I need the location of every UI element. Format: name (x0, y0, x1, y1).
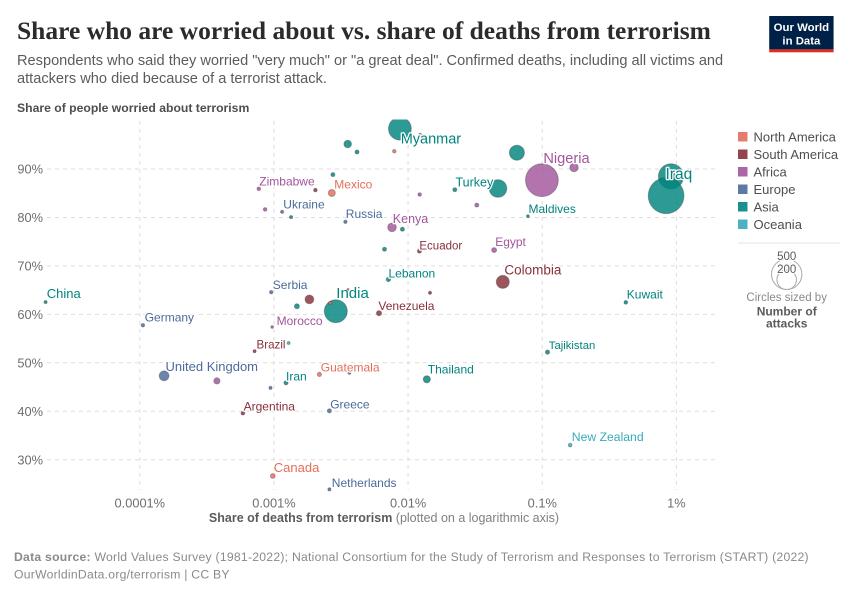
svg-text:Share who are worried about vs: Share who are worried about vs. share of… (17, 16, 711, 45)
svg-text:Number of: Number of (757, 305, 818, 319)
svg-text:Nigeria: Nigeria (543, 151, 590, 167)
svg-text:United Kingdom: United Kingdom (166, 359, 259, 374)
svg-text:Egypt: Egypt (495, 235, 526, 249)
svg-text:Our World: Our World (774, 22, 830, 34)
svg-text:Canada: Canada (274, 460, 320, 475)
svg-text:Iraq: Iraq (666, 166, 693, 183)
svg-text:Ecuador: Ecuador (419, 240, 462, 252)
svg-text:OurWorldinData.org/terrorism |: OurWorldinData.org/terrorism | CC BY (14, 568, 230, 582)
svg-text:Respondents who said they worr: Respondents who said they worried "very … (17, 53, 723, 69)
svg-text:Russia: Russia (346, 207, 383, 221)
svg-text:Iran: Iran (286, 370, 307, 384)
svg-text:Share of people worried about: Share of people worried about terrorism (17, 101, 249, 115)
svg-text:China: China (47, 286, 82, 301)
svg-text:attacks: attacks (766, 317, 808, 331)
svg-text:500: 500 (777, 251, 796, 263)
svg-text:Germany: Germany (145, 311, 194, 325)
svg-text:Tajikistan: Tajikistan (549, 340, 595, 352)
svg-text:Maldives: Maldives (529, 202, 576, 216)
svg-text:Argentina: Argentina (244, 400, 296, 414)
svg-text:50%: 50% (17, 355, 43, 370)
svg-text:New Zealand: New Zealand (572, 430, 644, 444)
svg-text:Greece: Greece (330, 398, 370, 412)
svg-text:Turkey: Turkey (456, 176, 494, 190)
svg-text:Africa: Africa (754, 165, 788, 180)
svg-text:India: India (336, 285, 369, 302)
svg-text:80%: 80% (17, 210, 43, 225)
svg-text:90%: 90% (17, 162, 43, 177)
svg-text:Kenya: Kenya (393, 212, 428, 226)
svg-text:Europe: Europe (754, 182, 796, 197)
svg-text:Kuwait: Kuwait (627, 288, 664, 302)
svg-text:Circles sized by: Circles sized by (746, 292, 827, 304)
svg-text:in Data: in Data (782, 35, 821, 47)
svg-text:Asia: Asia (754, 200, 780, 215)
svg-text:North America: North America (754, 130, 837, 145)
svg-text:Colombia: Colombia (504, 262, 562, 277)
svg-text:Ukraine: Ukraine (283, 198, 325, 212)
svg-text:Venezuela: Venezuela (378, 299, 434, 313)
svg-text:200: 200 (777, 264, 796, 276)
svg-text:South America: South America (754, 147, 839, 162)
svg-text:0.001%: 0.001% (252, 495, 295, 510)
svg-text:Morocco: Morocco (277, 314, 323, 328)
svg-text:60%: 60% (17, 307, 43, 322)
svg-text:Lebanon: Lebanon (389, 267, 436, 281)
svg-text:Mexico: Mexico (334, 178, 372, 192)
svg-text:Myanmar: Myanmar (401, 132, 462, 148)
svg-text:1%: 1% (667, 495, 686, 510)
svg-text:Netherlands: Netherlands (332, 476, 397, 490)
svg-text:Data source: World Values Surv: Data source: World Values Survey (1981-2… (14, 550, 809, 564)
svg-text:Oceania: Oceania (754, 217, 803, 232)
svg-text:Share of deaths from terrorism: Share of deaths from terrorism (plotted … (209, 511, 559, 525)
svg-text:Zimbabwe: Zimbabwe (259, 175, 315, 189)
svg-text:Serbia: Serbia (273, 278, 308, 292)
svg-text:0.01%: 0.01% (390, 495, 426, 510)
svg-text:0.0001%: 0.0001% (115, 495, 166, 510)
svg-text:30%: 30% (17, 452, 43, 467)
svg-text:Thailand: Thailand (428, 363, 474, 377)
svg-text:attackers who died because of: attackers who died because of a terroris… (17, 71, 327, 87)
svg-text:Guatemala: Guatemala (321, 361, 380, 375)
svg-text:40%: 40% (17, 404, 43, 419)
svg-text:0.1%: 0.1% (528, 495, 557, 510)
svg-text:Brazil: Brazil (257, 338, 286, 351)
svg-text:70%: 70% (17, 258, 43, 273)
